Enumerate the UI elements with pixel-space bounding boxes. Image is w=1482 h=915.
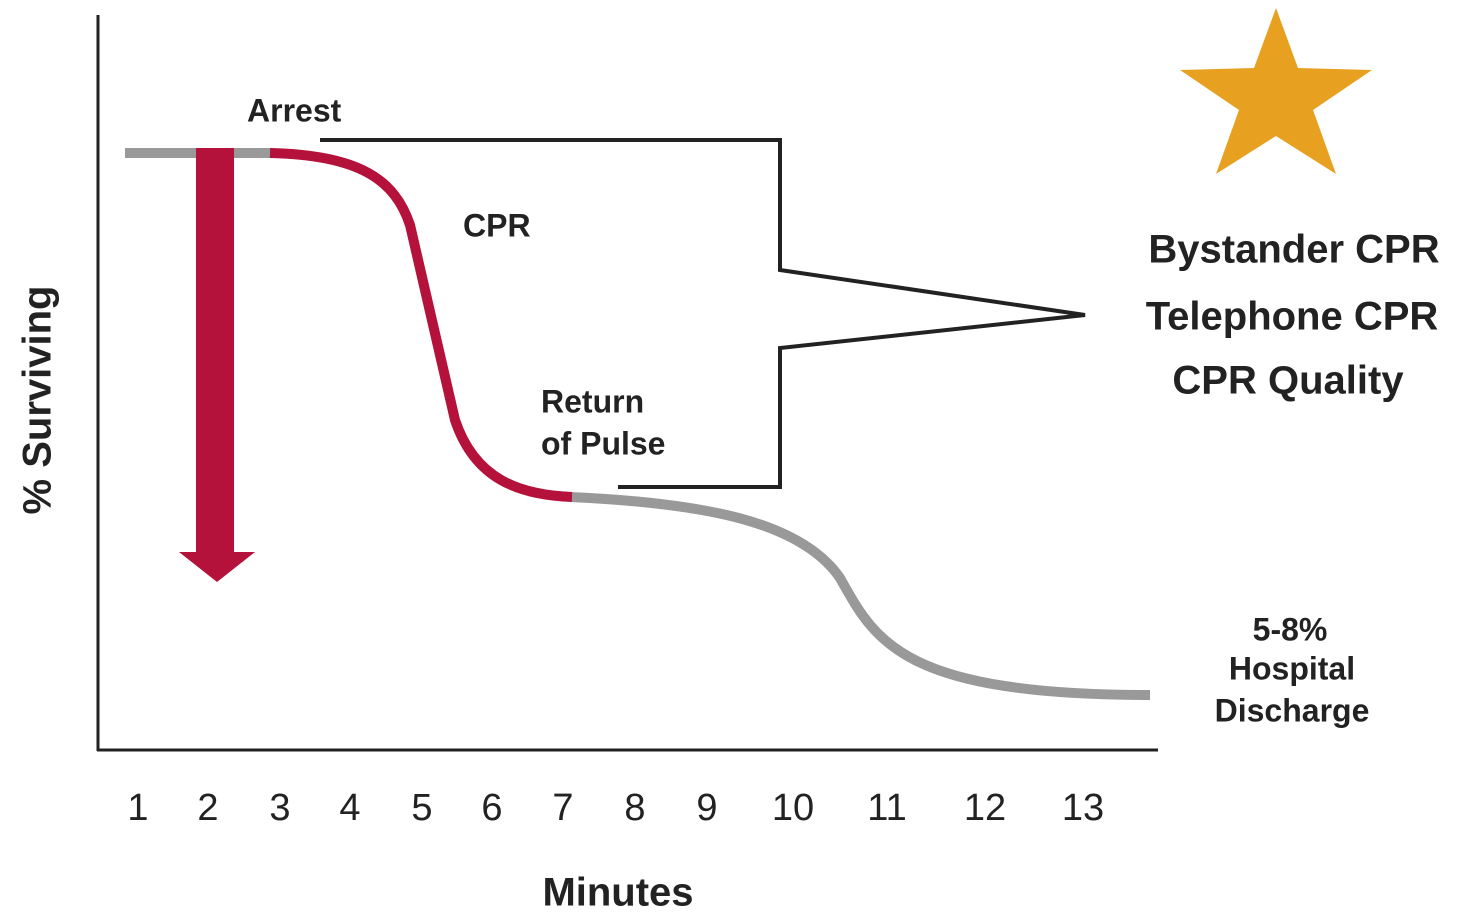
- return-label: of Pulse: [541, 425, 665, 461]
- x-tick-label: 11: [867, 787, 906, 829]
- arrow-shaft: [196, 148, 234, 556]
- x-tick-label: 6: [481, 787, 502, 829]
- x-tick-label: 2: [197, 787, 218, 829]
- x-tick-label: 9: [696, 787, 717, 829]
- x-tick-label: 13: [1062, 787, 1104, 829]
- cpr-label: CPR: [463, 207, 531, 243]
- x-tick-label: 7: [552, 787, 573, 829]
- y-axis-label: % Surviving: [16, 286, 60, 515]
- return-label: Return: [541, 383, 644, 419]
- cpr-curve: [269, 148, 573, 502]
- bracket: [320, 138, 1086, 489]
- x-tick-label: 10: [772, 787, 814, 829]
- intervention: CPR Quality: [1172, 359, 1404, 403]
- outcome-label: 5-8%: [1253, 611, 1328, 647]
- x-tick-label: 5: [411, 787, 432, 829]
- outcome-label: Hospital: [1229, 650, 1355, 686]
- arrow-head: [179, 552, 255, 582]
- x-tick-label: 4: [339, 787, 360, 829]
- x-tick-label: 1: [127, 787, 148, 829]
- x-tick-label: 12: [964, 787, 1006, 829]
- x-tick-label: 3: [269, 787, 290, 829]
- intervention: Telephone CPR: [1146, 295, 1439, 339]
- decline-curve: [569, 492, 1151, 700]
- x-axis-label: Minutes: [542, 871, 693, 915]
- x-tick-label: 8: [624, 787, 645, 829]
- arrest-label: Arrest: [247, 92, 342, 128]
- intervention: Bystander CPR: [1148, 228, 1439, 272]
- star: [1180, 8, 1372, 174]
- outcome-label: Discharge: [1215, 692, 1370, 728]
